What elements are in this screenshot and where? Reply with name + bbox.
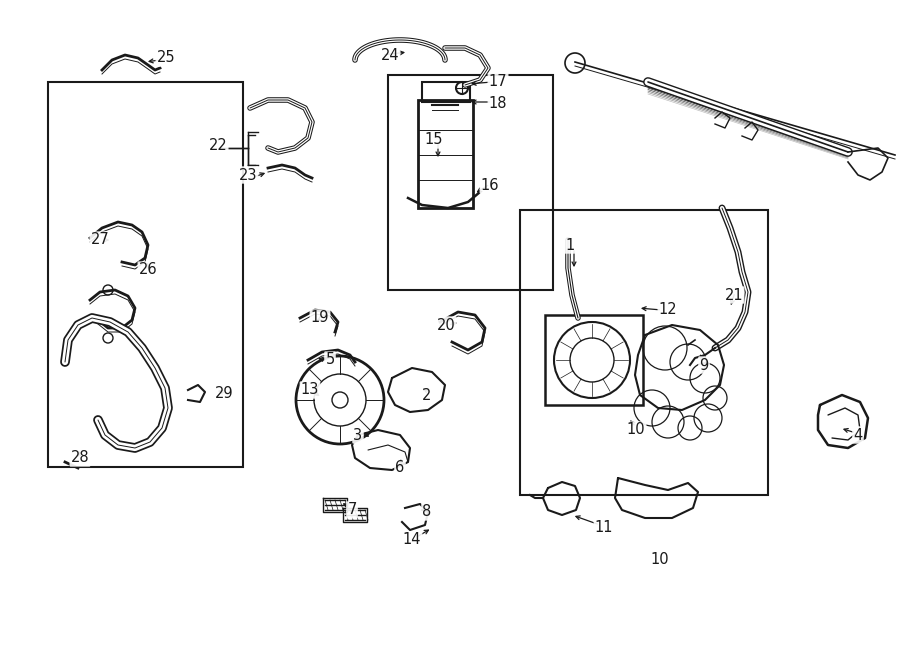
Text: 7: 7	[347, 502, 356, 518]
Text: 22: 22	[209, 137, 228, 153]
Text: 9: 9	[699, 358, 708, 373]
Text: 20: 20	[436, 317, 455, 332]
Text: 4: 4	[853, 428, 862, 442]
Text: 29: 29	[215, 385, 233, 401]
Text: 10: 10	[651, 553, 670, 568]
Text: 16: 16	[481, 178, 500, 192]
Text: 3: 3	[354, 428, 363, 442]
Text: 21: 21	[724, 288, 743, 303]
Text: 10: 10	[626, 422, 645, 438]
Text: 17: 17	[489, 75, 508, 89]
Text: 13: 13	[301, 383, 320, 397]
Text: 6: 6	[395, 461, 405, 475]
Text: 25: 25	[157, 50, 176, 65]
Text: 26: 26	[139, 262, 158, 278]
Bar	[48, 82, 243, 467]
Bar	[545, 315, 643, 405]
Text: 11: 11	[595, 520, 613, 535]
Bar	[520, 210, 768, 495]
Text: 5: 5	[326, 352, 335, 368]
Text: 14: 14	[403, 533, 421, 547]
Text: 8: 8	[422, 504, 432, 520]
Text: 27: 27	[91, 233, 110, 247]
Bar	[418, 100, 473, 208]
Bar	[422, 82, 470, 102]
Text: 28: 28	[71, 451, 89, 465]
Text: 19: 19	[310, 311, 329, 325]
Text: 18: 18	[489, 95, 508, 110]
Bar	[388, 75, 553, 290]
Text: 24: 24	[381, 48, 400, 63]
Text: 23: 23	[238, 167, 257, 182]
Text: 12: 12	[659, 303, 678, 317]
Circle shape	[332, 392, 348, 408]
Text: 2: 2	[422, 387, 432, 403]
Text: 1: 1	[565, 237, 574, 253]
Text: 15: 15	[425, 132, 443, 147]
